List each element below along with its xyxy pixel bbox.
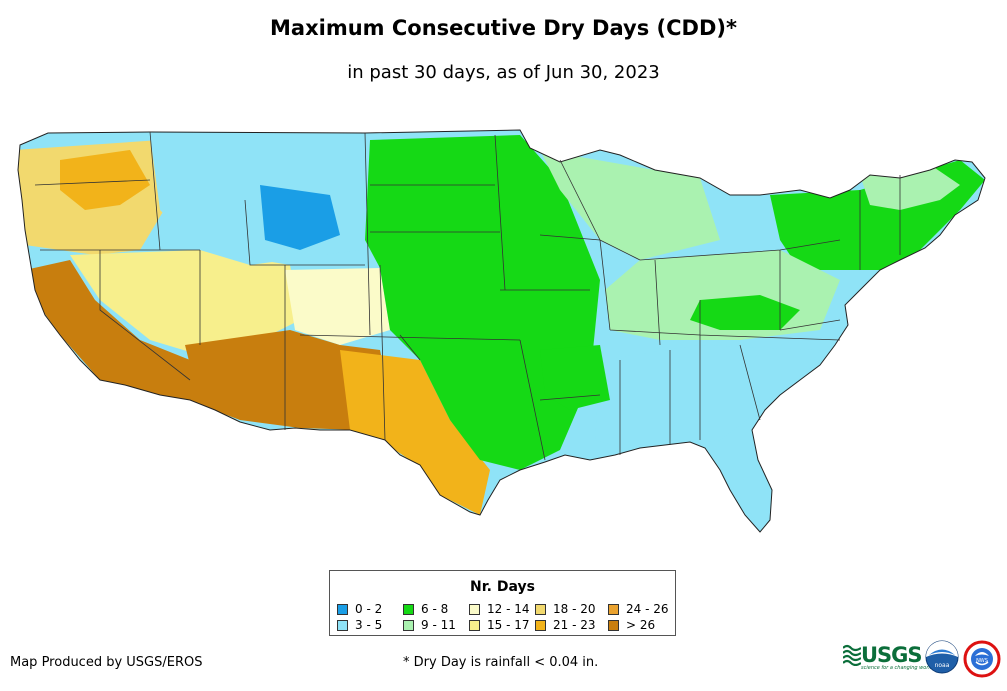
map-region-central-plains: [365, 135, 600, 470]
nws-wordmark: NWS: [976, 658, 988, 664]
legend-swatch: [535, 619, 546, 631]
legend-item: 21 - 23: [535, 618, 596, 632]
legend-label: 12 - 14: [487, 602, 530, 616]
legend-label: > 26: [626, 618, 656, 632]
map-subtitle: in past 30 days, as of Jun 30, 2023: [347, 62, 660, 83]
nws-logo: NWS: [963, 640, 1001, 678]
us-map: [17, 129, 986, 533]
dry-day-footnote: * Dry Day is rainfall < 0.04 in.: [403, 655, 599, 670]
legend-item: 0 - 2: [337, 602, 382, 616]
usgs-wordmark: USGS: [861, 643, 923, 667]
usgs-wave-icon: [843, 644, 861, 666]
map-producer-credit: Map Produced by USGS/EROS: [10, 655, 203, 670]
legend-label: 18 - 20: [553, 602, 596, 616]
legend-swatch: [608, 603, 619, 615]
legend-label: 0 - 2: [355, 602, 383, 616]
noaa-wordmark: noaa: [935, 662, 950, 669]
legend-label: 24 - 26: [626, 602, 669, 616]
legend-swatch: [469, 619, 480, 631]
map-region-great-basin: [70, 250, 300, 355]
legend-item: 24 - 26: [608, 602, 669, 616]
legend-title: Nr. Days: [470, 579, 535, 595]
map-region-california-coast: [25, 260, 215, 405]
map-region-colorado-plateau: [285, 268, 390, 345]
legend-label: 6 - 8: [421, 602, 449, 616]
usgs-logo: USGS science for a changing world: [843, 643, 933, 671]
legend-label: 21 - 23: [553, 618, 596, 632]
legend-label: 9 - 11: [421, 618, 456, 632]
legend-item: 18 - 20: [535, 602, 596, 616]
map-title: Maximum Consecutive Dry Days (CDD)*: [270, 16, 737, 40]
legend-swatch: [608, 619, 619, 631]
legend-item: 9 - 11: [403, 618, 456, 632]
legend-item: 3 - 5: [337, 618, 382, 632]
map-region-southwest-desert: [185, 330, 390, 430]
usgs-tagline: science for a changing world: [861, 665, 933, 671]
map-region-southeast: [595, 345, 820, 450]
legend-swatch: [469, 603, 480, 615]
legend-swatch: [337, 619, 348, 631]
legend-swatch: [337, 603, 348, 615]
legend-item: 6 - 8: [403, 602, 448, 616]
map-region-texas-south: [340, 350, 490, 515]
legend-item: > 26: [608, 618, 655, 632]
legend-label: 15 - 17: [487, 618, 530, 632]
legend-swatch: [535, 603, 546, 615]
map-region-upper-midwest: [540, 150, 720, 260]
legend-swatch: [403, 619, 414, 631]
legend-item: 15 - 17: [469, 618, 530, 632]
legend-swatch: [403, 603, 414, 615]
map-region-wyoming-core: [260, 185, 340, 250]
legend-item: 12 - 14: [469, 602, 530, 616]
legend-label: 3 - 5: [355, 618, 383, 632]
legend: Nr. Days 0 - 2 3 - 5 6 - 8 9 - 11 12 - 14 15 …: [329, 570, 676, 636]
noaa-logo: noaa: [925, 640, 959, 674]
